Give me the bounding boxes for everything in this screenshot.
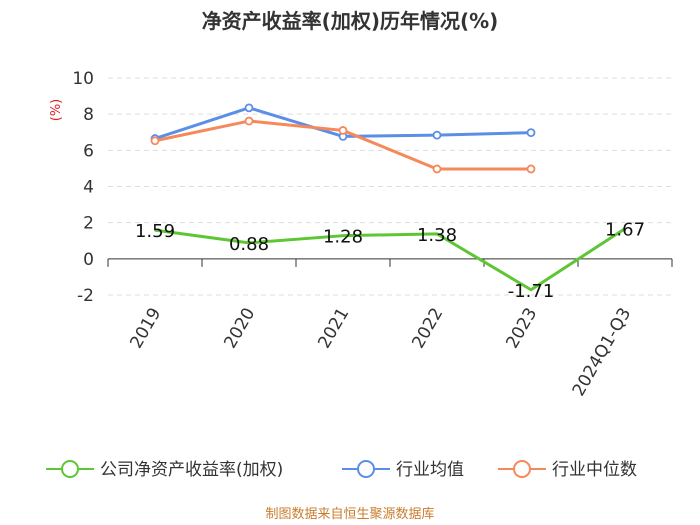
- x-tick-label: 2019: [126, 305, 165, 352]
- data-point: [244, 116, 254, 126]
- data-labels: 1.59 0.88 1.28 1.38 -1.71 1.67: [135, 220, 645, 302]
- data-point: [244, 103, 254, 113]
- chart-title: 净资产收益率(加权)历年情况(%): [202, 9, 499, 33]
- data-point: [526, 164, 536, 174]
- y-tick-label: -2: [77, 286, 94, 306]
- y-tick-label: 8: [83, 105, 94, 125]
- y-tick-label: 6: [83, 141, 94, 161]
- legend: 公司净资产收益率(加权) 行业均值 行业中位数: [46, 460, 637, 480]
- y-axis-unit: (%): [49, 99, 64, 122]
- x-tick-label: 2022: [408, 305, 447, 352]
- x-tick-label: 2023: [502, 305, 541, 352]
- data-label: 1.28: [323, 227, 363, 248]
- y-tick-label: 10: [72, 69, 94, 89]
- y-tick-label: 0: [83, 250, 94, 270]
- x-axis: 2019 2020 2021 2022 2023 2024Q1-Q3: [107, 258, 673, 400]
- data-point: [526, 128, 536, 138]
- data-point: [150, 136, 160, 146]
- legend-label: 公司净资产收益率(加权): [100, 460, 283, 480]
- x-tick-label: 2020: [220, 305, 259, 352]
- y-axis: -2 0 2 4 6 8 10: [72, 69, 94, 306]
- legend-marker: [513, 460, 531, 478]
- legend-marker: [357, 460, 375, 478]
- legend-item: 公司净资产收益率(加权): [46, 460, 283, 480]
- data-label: 0.88: [229, 234, 269, 255]
- source-note: 制图数据来自恒生聚源数据库: [265, 506, 434, 522]
- data-label: -1.71: [508, 281, 555, 302]
- data-point: [338, 126, 348, 135]
- legend-label: 行业均值: [396, 460, 464, 480]
- legend-label: 行业中位数: [552, 460, 637, 480]
- series-layer: [150, 103, 626, 292]
- data-label: 1.38: [417, 225, 457, 246]
- legend-item: 行业中位数: [498, 460, 637, 480]
- data-label: 1.67: [605, 220, 645, 241]
- series-line: [154, 227, 626, 292]
- x-tick-label: 2021: [314, 305, 353, 352]
- legend-item: 行业均值: [342, 460, 464, 480]
- x-tick-label: 2024Q1-Q3: [569, 305, 636, 400]
- grid: [108, 77, 672, 296]
- y-tick-label: 4: [83, 178, 94, 198]
- data-label: 1.59: [135, 221, 175, 242]
- legend-marker: [61, 460, 79, 478]
- y-tick-label: 2: [83, 214, 94, 234]
- data-point: [432, 164, 442, 174]
- data-point: [432, 130, 442, 140]
